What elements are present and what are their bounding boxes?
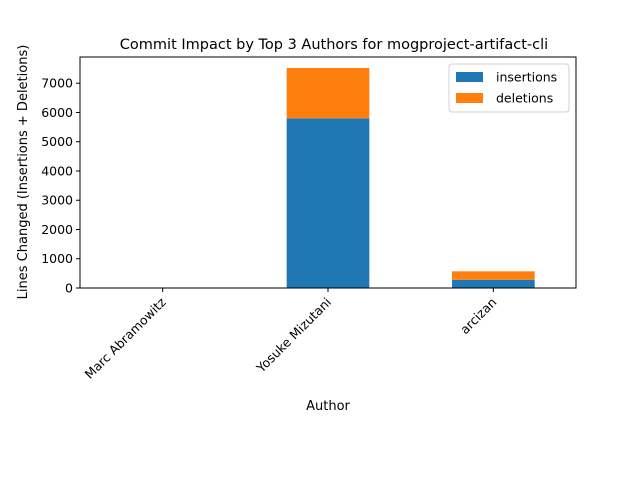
bar-insertions-2 [452,279,535,288]
y-tick-label: 7000 [41,76,73,91]
bar-insertions-1 [286,118,370,288]
bar-deletions-1 [286,68,370,119]
y-tick-label: 5000 [41,134,73,149]
x-tick-label: Yosuke Mizutani [253,295,334,376]
y-axis: 0 1000 2000 3000 4000 5000 6000 7000 [41,76,80,296]
y-tick-label: 4000 [41,163,73,178]
y-tick-label: 0 [65,281,73,296]
x-tick-label: arcizan [457,295,499,337]
legend-swatch-insertions [456,72,483,82]
y-tick-label: 2000 [41,222,73,237]
legend-label-deletions: deletions [496,91,553,106]
legend-swatch-deletions [456,93,483,103]
legend-label-insertions: insertions [496,70,557,85]
legend: insertions deletions [448,63,570,113]
y-tick-label: 1000 [41,251,73,266]
x-tick-label: Marc Abramowitz [82,294,170,382]
x-axis: Marc Abramowitz Yosuke Mizutani arcizan [82,288,499,382]
bar-deletions-2 [452,271,535,280]
y-tick-label: 6000 [41,105,73,120]
chart-title: Commit Impact by Top 3 Authors for mogpr… [120,37,548,53]
y-tick-label: 3000 [41,193,73,208]
y-axis-label: Lines Changed (Insertions + Deletions) [16,45,31,300]
x-axis-label: Author [306,399,350,414]
bars [286,68,535,288]
